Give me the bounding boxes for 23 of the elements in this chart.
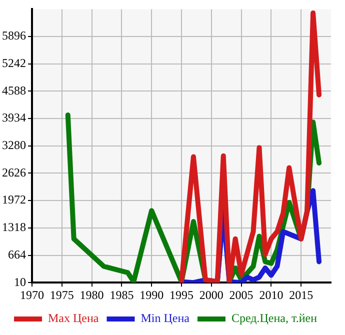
x-tick-label: 1995 (170, 288, 194, 302)
y-tick-label: 1318 (2, 220, 26, 234)
x-tick-label: 2005 (229, 288, 254, 302)
x-tick-label: 1980 (80, 288, 104, 302)
x-tick-label: 2015 (289, 288, 314, 302)
x-tick-label: 1990 (140, 288, 164, 302)
x-tick-label: 2010 (259, 288, 284, 302)
y-tick-label: 3280 (2, 138, 26, 152)
y-tick-label: 3934 (2, 110, 26, 125)
y-tick-label: 5242 (2, 56, 26, 70)
y-tick-label: 2626 (2, 165, 26, 180)
y-tick-label: 10 (14, 274, 26, 289)
x-tick-label: 1970 (20, 288, 44, 302)
x-tick-label: 1975 (50, 288, 74, 302)
y-tick-label: 1972 (2, 192, 26, 207)
y-tick-label: 664 (8, 247, 26, 262)
legend-label: Сред.Цена, т.йен (231, 311, 318, 326)
legend-label: Min Цена (140, 311, 190, 326)
legend-label: Max Цена (48, 311, 100, 326)
x-tick-label: 2000 (199, 288, 224, 302)
y-tick-label: 5896 (2, 28, 26, 43)
y-tick-label: 4588 (2, 83, 26, 98)
x-tick-label: 1985 (110, 288, 134, 302)
